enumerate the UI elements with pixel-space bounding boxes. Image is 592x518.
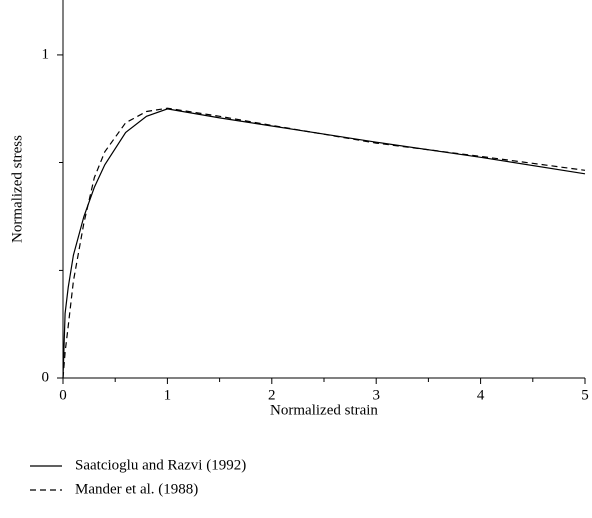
x-tick-label: 1 — [164, 387, 172, 403]
y-tick-label: 0 — [42, 369, 50, 385]
x-tick-label: 0 — [59, 387, 67, 403]
y-axis-label: Normalized stress — [9, 135, 25, 243]
line-series — [62, 107, 586, 379]
x-tick-label: 2 — [268, 387, 276, 403]
legend-label: Saatcioglu and Razvi (1992) — [75, 457, 246, 473]
x-axis-label: Normalized strain — [270, 402, 378, 418]
y-tick-label: 1 — [42, 46, 50, 62]
x-tick-label: 3 — [372, 387, 380, 403]
x-tick-label: 4 — [477, 387, 485, 403]
line-series — [62, 108, 586, 379]
legend-label: Mander et al. (1988) — [75, 481, 198, 497]
x-tick-label: 5 — [581, 387, 589, 403]
